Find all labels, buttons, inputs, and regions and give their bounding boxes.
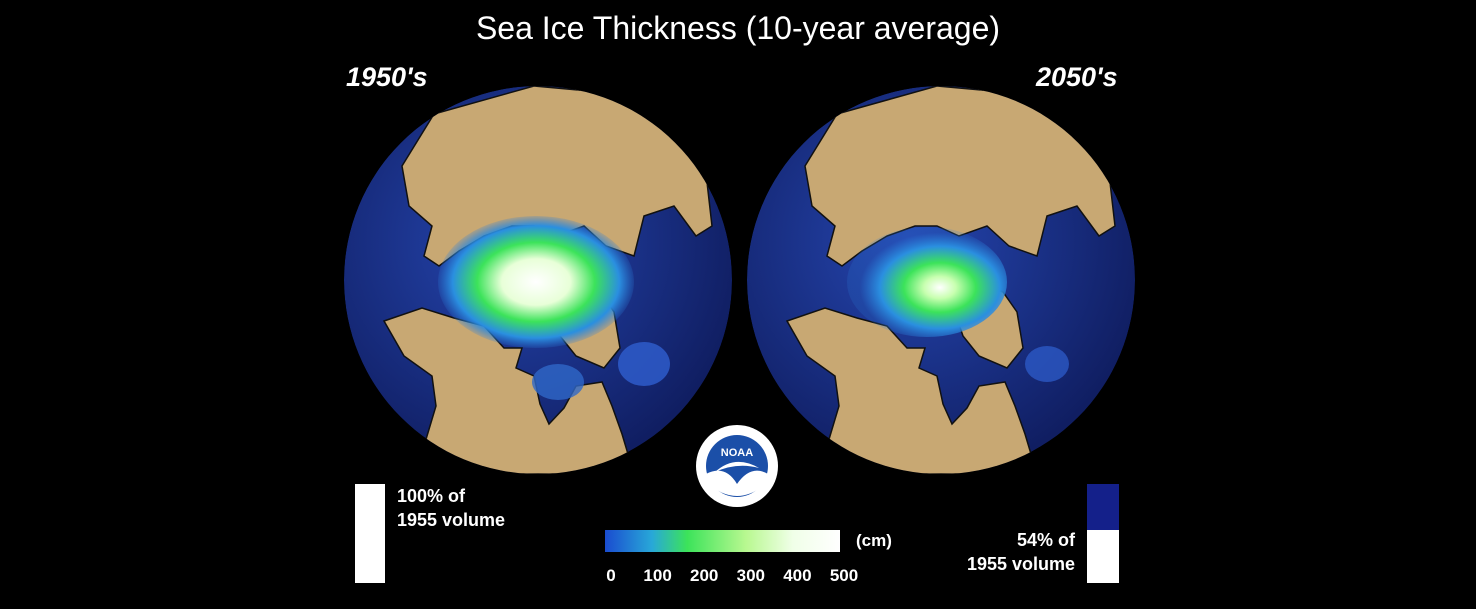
globe-1950s: [344, 86, 732, 474]
land-eurasia: [804, 86, 1116, 267]
thickness-colorbar: [605, 530, 840, 552]
colorbar-tick-label: 400: [783, 566, 812, 585]
figure-title: Sea Ice Thickness (10-year average): [475, 10, 1001, 46]
volume-percent-text: 100% of: [397, 486, 466, 506]
colorbar-tick-label: 200: [690, 566, 719, 585]
volume-bar-1950s: [355, 484, 385, 583]
colorbar-tick-label: 500: [829, 566, 859, 585]
svg-text:NOAA: NOAA: [721, 447, 753, 459]
volume-caption-text: 1955 volume: [966, 554, 1075, 574]
noaa-logo-icon: NOAA: [696, 425, 778, 507]
colorbar-unit: (cm): [856, 531, 892, 550]
volume-bar-2050s: [1087, 484, 1119, 583]
colorbar-tick-label: 0: [606, 566, 616, 585]
globe-2050s: [747, 86, 1135, 474]
panel-label-1950s: 1950's: [346, 62, 428, 92]
volume-label-2050s: 54% of 1955 volume: [945, 528, 1075, 576]
lost-volume-fill: [1087, 484, 1119, 530]
sea-ice-area: [847, 227, 1007, 337]
sea-ice-area: [438, 216, 634, 348]
volume-label-1950s: 100% of 1955 volume: [397, 484, 505, 532]
colorbar-tick-label: 300: [736, 566, 765, 585]
volume-caption-text: 1955 volume: [397, 510, 506, 530]
colorbar-tick-label: 100: [643, 566, 672, 585]
volume-percent-text: 54% of: [1016, 530, 1075, 550]
panel-label-2050s: 2050's: [1036, 62, 1118, 92]
land-north-america: [785, 307, 1039, 474]
